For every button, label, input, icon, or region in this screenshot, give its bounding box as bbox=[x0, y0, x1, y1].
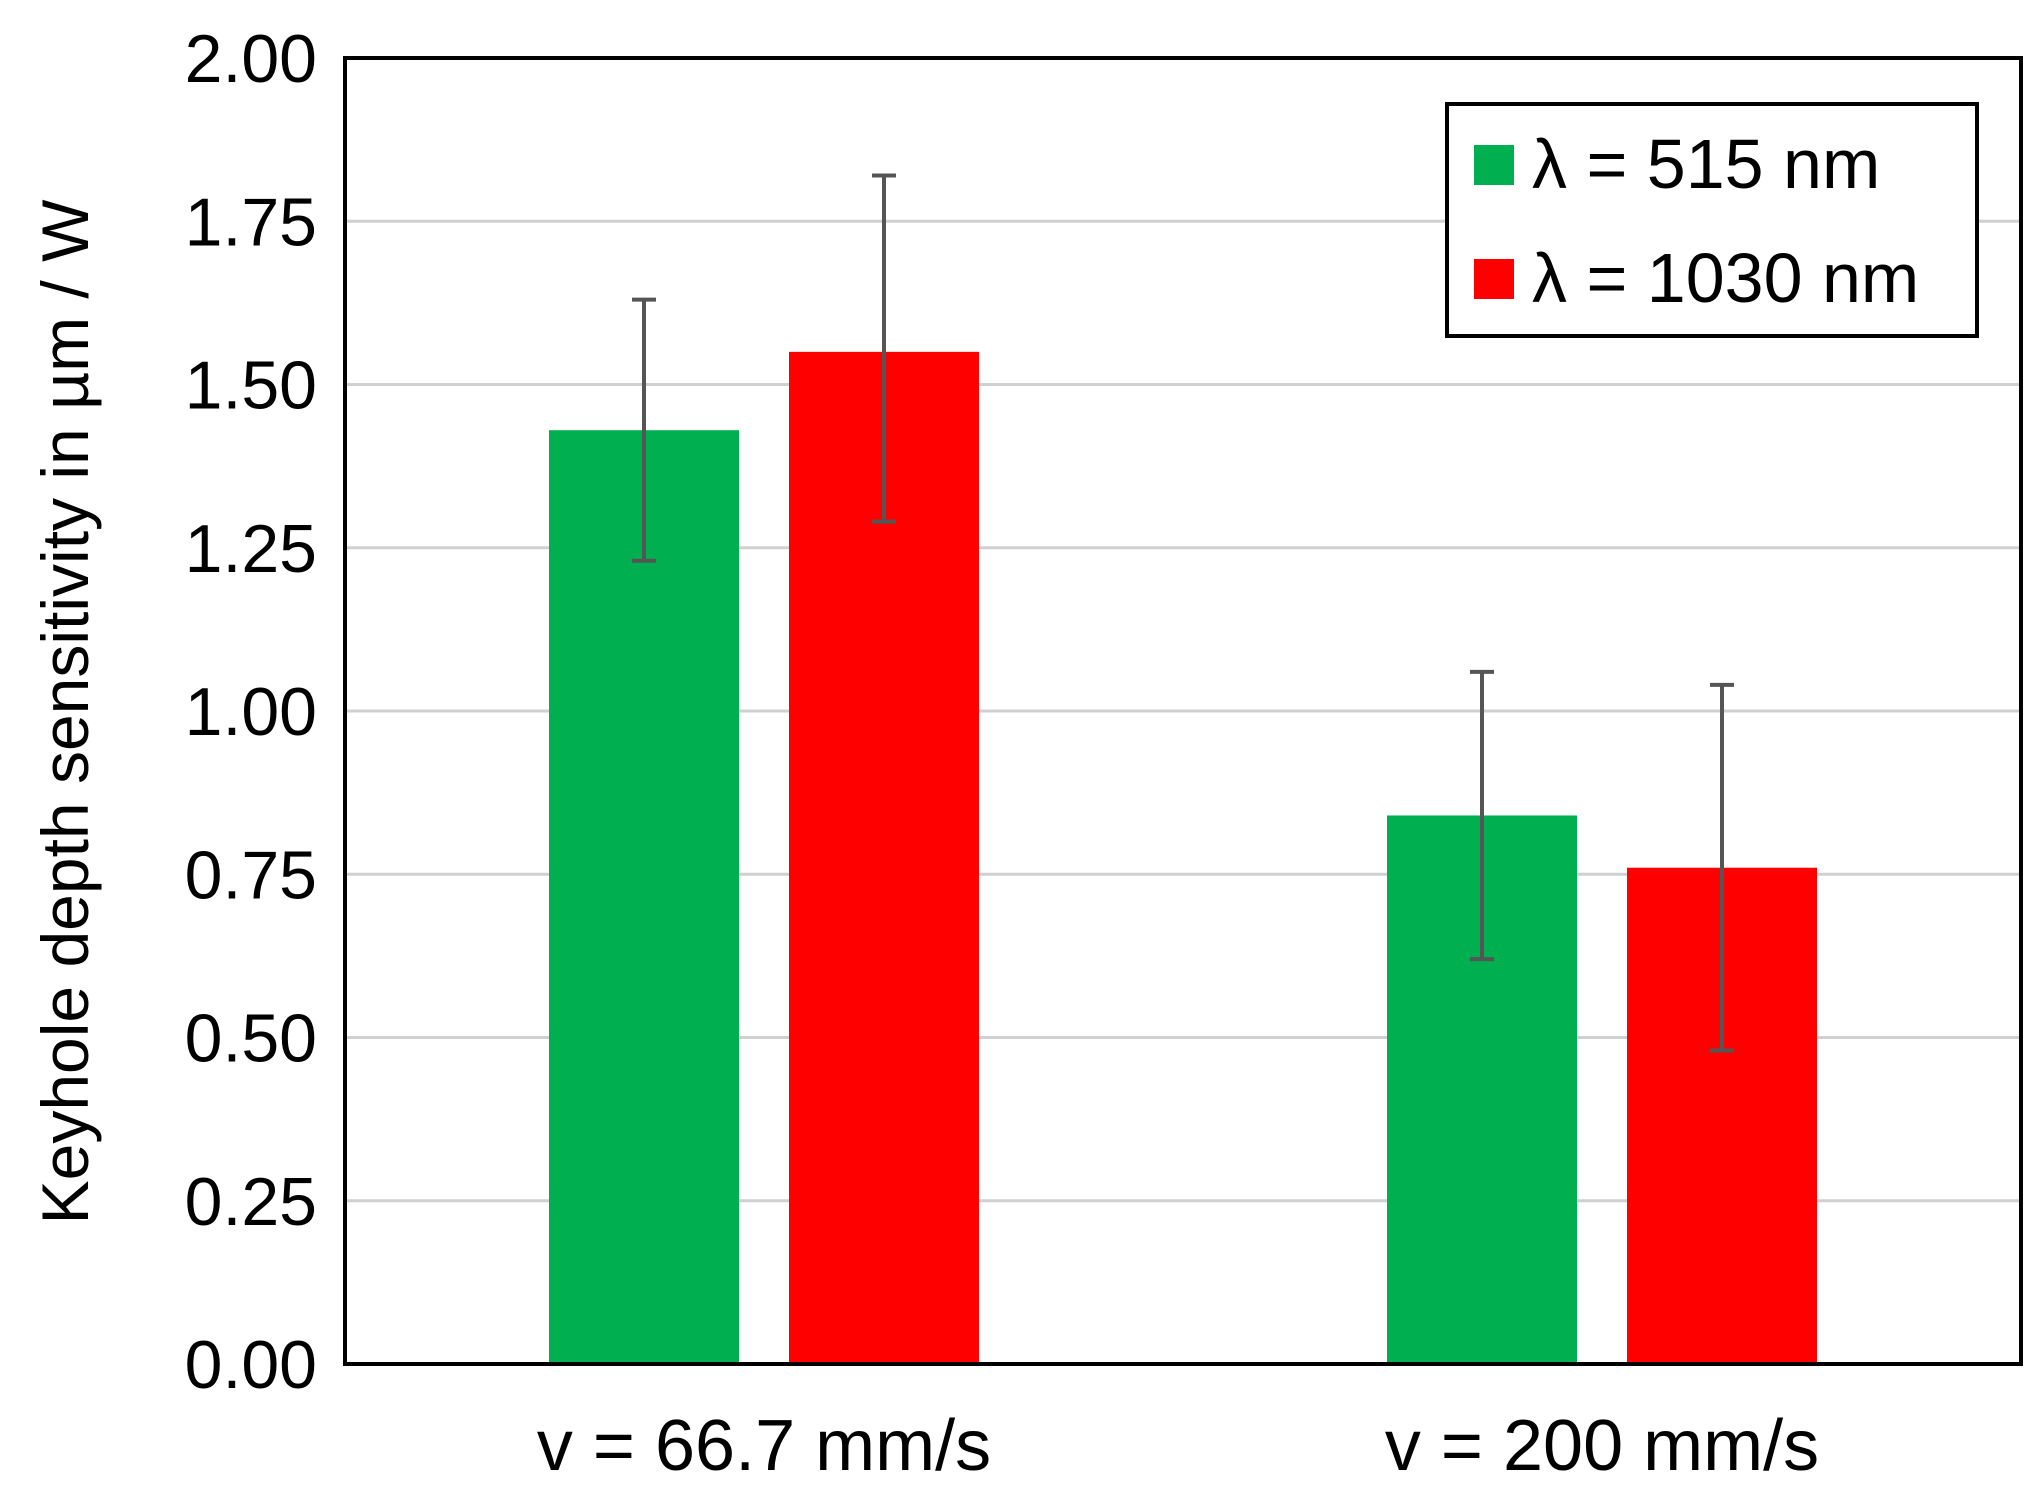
legend-label-515nm: λ = 515 nm bbox=[1532, 125, 1880, 203]
y-tick-label: 0.50 bbox=[185, 1001, 317, 1077]
y-tick-label: 2.00 bbox=[185, 21, 317, 97]
legend-box bbox=[1445, 102, 1979, 338]
legend-label-1030nm: λ = 1030 nm bbox=[1532, 239, 1919, 317]
plot-frame bbox=[343, 56, 2023, 1366]
y-tick-labels: 0.00 0.25 0.50 0.75 1.00 1.25 1.50 1.75 2.00 bbox=[185, 21, 317, 1403]
x-category-label: v = 200 mm/s bbox=[1385, 1406, 1819, 1486]
error-bars bbox=[632, 173, 1734, 1053]
bar-515nm-cat0 bbox=[549, 430, 739, 1365]
bars bbox=[549, 351, 1817, 1365]
y-axis-label: Keyhole depth sensitivity in µm / W bbox=[28, 199, 102, 1224]
legend-swatch-1030nm bbox=[1474, 259, 1514, 299]
y-tick-label: 0.75 bbox=[185, 837, 317, 913]
x-category-labels: v = 66.7 mm/s v = 200 mm/s bbox=[537, 1406, 1819, 1486]
y-tick-label: 0.25 bbox=[185, 1164, 317, 1240]
error-bar bbox=[1710, 682, 1734, 1053]
x-category-label: v = 66.7 mm/s bbox=[537, 1406, 991, 1486]
error-bar bbox=[872, 173, 896, 524]
y-tick-label: 1.25 bbox=[185, 511, 317, 587]
error-bar bbox=[1470, 669, 1494, 962]
y-tick-label: 0.00 bbox=[185, 1327, 317, 1403]
y-tick-label: 1.00 bbox=[185, 674, 317, 750]
y-tick-label: 1.50 bbox=[185, 348, 317, 424]
legend: λ = 515 nm λ = 1030 nm bbox=[1445, 102, 1979, 338]
legend-swatch-515nm bbox=[1474, 145, 1514, 185]
error-bar bbox=[632, 297, 656, 563]
y-tick-label: 1.75 bbox=[185, 184, 317, 260]
